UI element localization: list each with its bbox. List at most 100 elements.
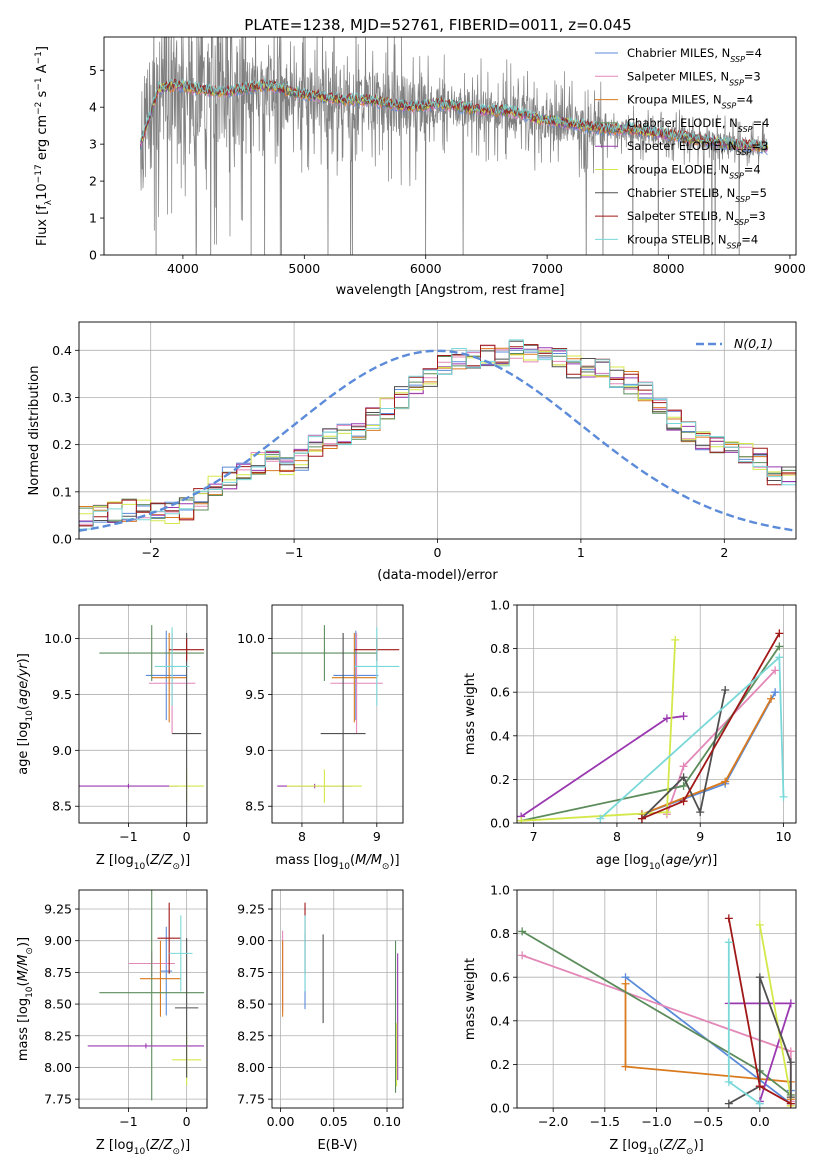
- legend-sub: SSP: [722, 101, 737, 110]
- y-tick-label: 0.4: [490, 728, 510, 743]
- label-part: (: [145, 1138, 150, 1153]
- label-part: )]: [180, 853, 190, 868]
- label-part: 10: [647, 1147, 659, 1157]
- label-part: Flux [f: [35, 205, 50, 246]
- label-part: ]: [35, 46, 50, 51]
- y-tick-label: 0.4: [490, 1013, 510, 1028]
- label-part: 10: [35, 183, 50, 200]
- label-part: age/yr: [665, 853, 708, 868]
- legend-name: Salpeter MILES, N: [627, 69, 729, 83]
- x-tick-label: −1: [119, 829, 137, 844]
- y-tick-label: 0.8: [490, 926, 510, 941]
- errorbar-salpeter_stelib: [157, 902, 181, 974]
- weight-marker: [621, 1062, 630, 1071]
- label-part: −2: [34, 102, 44, 115]
- y-tick-label: 0.1: [52, 484, 72, 499]
- errorbar-salpeter_elodie: [79, 783, 178, 789]
- legend-sub: SSP: [737, 148, 752, 157]
- label-part: Z [log: [96, 1138, 134, 1153]
- errorbar-salpeter_miles: [330, 632, 383, 734]
- label-part: (: [660, 853, 665, 868]
- legend-eq: =3: [749, 209, 766, 223]
- panel-spectrum: 4000 5000 6000 7000 8000 9000 0 1 2 3 4 5 Chabrier M…: [34, 36, 806, 298]
- legend-label: Kroupa MILES, NSSP=4: [627, 93, 753, 111]
- plot-area: [518, 914, 795, 1108]
- label-part: Z [log: [96, 853, 134, 868]
- label-part: s: [35, 90, 50, 101]
- y-tick-label: 8.00: [237, 1060, 265, 1075]
- ticks: −2.0 −1.5 −1.0 −0.5 0.0 0.0 0.2 0.4 0.6 0.8 1.0: [490, 883, 770, 1130]
- weight-marker: [755, 1082, 764, 1091]
- ticks: 8 9 8.5 9.0 9.5 10.0: [237, 631, 381, 844]
- x-tick-label: 1: [577, 545, 585, 560]
- y-tick-label: 8.5: [245, 799, 265, 814]
- errorbar-chabrier_miles: [145, 630, 187, 721]
- legend-name: Salpeter STELIB, N: [627, 209, 734, 223]
- weight-marker: [786, 999, 795, 1008]
- panel-age-vs-mass: 8 9 8.5 9.0 9.5 10.0 mass [log10(M/M⊙)]: [237, 604, 404, 872]
- ticks: −1 0 8.5 9.0 9.5 10.0: [44, 631, 191, 844]
- y-tick-label: 0.2: [52, 437, 72, 452]
- label-part: −1: [34, 77, 44, 90]
- x-tick-label: 4000: [167, 261, 199, 276]
- label-part: )]: [180, 1138, 190, 1153]
- errorbar-chabrier_stelib: [172, 632, 202, 823]
- label-part: (: [16, 981, 31, 986]
- label-part: age [log: [596, 853, 649, 868]
- label-part: Z/Z: [149, 853, 173, 868]
- label-part: mass [log: [16, 998, 31, 1061]
- figure-title: PLATE=1238, MJD=52761, FIBERID=0011, z=0…: [244, 16, 631, 34]
- weight-marker: [786, 1058, 795, 1067]
- weight-marker: [518, 951, 527, 960]
- label-part: M/M: [355, 853, 382, 868]
- plot-area: [272, 625, 400, 823]
- y-tick-label: 2: [89, 174, 97, 189]
- label-part: mass weight: [463, 958, 478, 1040]
- axes-frame: [516, 604, 797, 824]
- x-axis-label: wavelength [Angstrom, rest frame]: [336, 283, 565, 298]
- y-tick-label: 0.8: [490, 641, 510, 656]
- y-tick-label: 1.0: [490, 883, 510, 898]
- weight-marker: [662, 714, 671, 723]
- x-tick-label: 0: [434, 545, 442, 560]
- y-axis-label: mass weight: [463, 958, 478, 1040]
- weight-line-kroupa_elodie: [521, 639, 677, 822]
- legend-sub: SSP: [730, 55, 745, 64]
- weight-marker: [721, 686, 730, 695]
- y-tick-label: 7.75: [44, 1092, 72, 1107]
- label-part: −17: [34, 164, 44, 183]
- weight-marker: [679, 773, 688, 782]
- weight-marker: [771, 666, 780, 675]
- y-tick-label: 9.00: [44, 933, 72, 948]
- y-tick-label: 0.6: [490, 685, 510, 700]
- x-tick-label: 2: [720, 545, 728, 560]
- weight-marker: [775, 629, 784, 638]
- errorbar-chabrier_elodie: [99, 625, 205, 682]
- weight-marker: [724, 938, 733, 947]
- plot-area: [87, 890, 205, 1101]
- y-axis-label: mass [log10(M/M⊙)]: [16, 937, 35, 1061]
- y-tick-label: 8.50: [44, 997, 72, 1012]
- legend-label: Salpeter MILES, NSSP=3: [627, 69, 761, 87]
- label-part: 10: [134, 862, 146, 872]
- label-part: ⊙: [172, 862, 180, 872]
- weight-marker: [786, 1047, 795, 1056]
- weight-marker: [721, 777, 730, 786]
- legend-name: Kroupa ELODIE, N: [627, 163, 729, 177]
- weight-marker: [596, 814, 605, 823]
- label-part: (: [659, 1138, 664, 1153]
- x-tick-label: −2.0: [538, 1114, 568, 1129]
- label-part: (: [350, 853, 355, 868]
- legend-label: Salpeter ELODIE, NSSP=3: [627, 139, 768, 157]
- y-tick-label: 8.75: [44, 965, 72, 980]
- x-tick-label: 9: [373, 829, 381, 844]
- label-part: 10: [25, 986, 35, 998]
- weight-line-chabrier_miles: [641, 691, 776, 816]
- y-tick-label: 8.5: [52, 799, 72, 814]
- y-tick-label: 0.0: [52, 532, 72, 547]
- legend-label: Kroupa STELIB, NSSP=4: [627, 232, 758, 250]
- errorbar-kroupa_stelib: [354, 627, 400, 706]
- errorbar-kroupa_elodie: [286, 769, 362, 803]
